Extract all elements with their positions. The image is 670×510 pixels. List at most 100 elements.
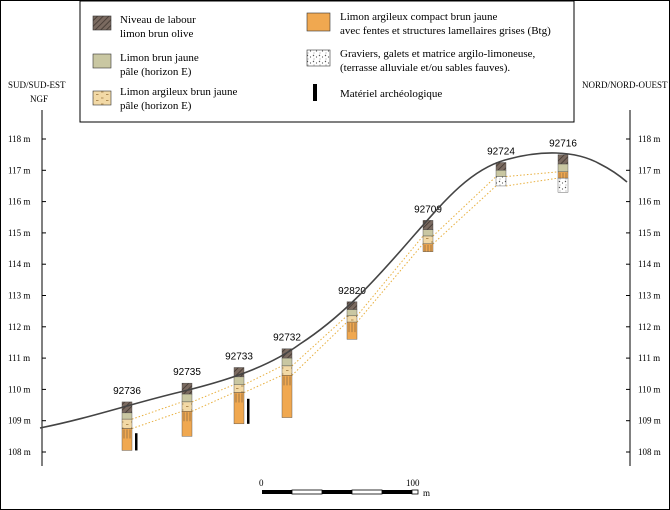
- borehole-layer-btg: [233, 392, 245, 425]
- right-axis-tick-label: 114 m: [638, 259, 660, 269]
- legend-limon-arg-e-line2: pâle (horizon E): [120, 100, 192, 112]
- borehole: 92716: [549, 139, 577, 193]
- borehole: 92724: [487, 146, 515, 187]
- right-axis-tick-label: 109 m: [638, 416, 661, 426]
- legend-labour-line2: limon brun olive: [120, 28, 193, 40]
- legend-graviers-line2: (terrasse alluviale et/ou sables fauves)…: [340, 62, 510, 74]
- scale-end: 100: [406, 478, 420, 488]
- borehole-layer-limon-arg-e: [121, 418, 133, 429]
- correlation-line: [131, 410, 183, 429]
- right-axis-tick-label: 117 m: [638, 165, 660, 175]
- borehole: 92820: [338, 286, 366, 340]
- left-axis-tick-label: 114 m: [8, 259, 30, 269]
- borehole-layer-limon-e: [422, 229, 434, 237]
- borehole-layer-limon-arg-e: [281, 365, 293, 376]
- correlation-line: [243, 374, 283, 393]
- orientation-left: SUD/SUD-EST: [8, 80, 66, 90]
- borehole-layer-limon-e: [233, 376, 245, 385]
- borehole: 92735: [173, 367, 201, 437]
- borehole-layer-limon-e: [181, 393, 193, 403]
- borehole-label: 92724: [487, 146, 515, 157]
- borehole-layer-limon-arg-e: [233, 384, 245, 393]
- legend-swatch-graviers: [306, 49, 331, 67]
- correlation-line: [432, 185, 497, 245]
- left-axis-tick-label: 112 m: [8, 322, 30, 332]
- legend-item-graviers: Graviers, galets et matrice argilo-limon…: [306, 48, 536, 74]
- borehole: 92709: [414, 204, 442, 252]
- legend-item-limon-arg-e: Limon argileux brun jaune pâle (horizon …: [92, 86, 238, 112]
- right-axis-tick-label: 115 m: [638, 228, 660, 238]
- borehole-label: 92736: [113, 386, 141, 397]
- legend-item-archeo: Matériel archéologique: [313, 84, 442, 101]
- borehole-layer-limon-e: [121, 412, 133, 420]
- left-axis-tick-label: 118 m: [8, 134, 30, 144]
- borehole-layer-labour: [422, 220, 434, 230]
- legend-graviers-line1: Graviers, galets et matrice argilo-limon…: [340, 48, 536, 60]
- correlation-line: [356, 243, 424, 323]
- borehole-layer-gravel: [557, 177, 569, 193]
- right-axis-tick-label: 112 m: [638, 322, 660, 332]
- orientation-datum: NGF: [30, 94, 48, 104]
- borehole-layer-btg: [121, 428, 133, 451]
- legend-item-labour: Niveau de labour limon brun olive: [92, 14, 196, 40]
- right-axis-tick-label: 118 m: [638, 134, 660, 144]
- borehole-label: 92732: [273, 333, 301, 344]
- borehole-layer-gravel: [495, 176, 507, 187]
- correlation-line: [505, 177, 559, 187]
- borehole: 92733: [225, 351, 253, 425]
- left-axis: 108 m 109 m 110 m 111 m 112 m 113 m 114 m 115 m…: [8, 134, 46, 457]
- legend: Niveau de labour limon brun olive Limon …: [79, 0, 575, 123]
- legend-limon-e-line1: Limon brun jaune: [120, 52, 199, 64]
- correlation-line: [356, 235, 424, 317]
- topographic-profile: [39, 152, 628, 429]
- borehole-layer-limon-e: [281, 357, 293, 367]
- left-axis-tick-label: 110 m: [8, 384, 30, 394]
- legend-swatch-btg: [306, 12, 331, 32]
- archeo-marker: [247, 398, 250, 424]
- legend-limon-arg-e-line1: Limon argileux brun jaune: [120, 86, 238, 98]
- left-axis-tick-label: 108 m: [8, 447, 31, 457]
- borehole-layer-limon-e: [557, 163, 569, 173]
- correlation-line: [432, 176, 497, 237]
- left-axis-tick-label: 117 m: [8, 165, 30, 175]
- borehole-label: 92735: [173, 367, 201, 378]
- left-axis-tick-label: 116 m: [8, 197, 30, 207]
- scale-start: 0: [259, 478, 264, 488]
- correlation-line: [243, 365, 283, 386]
- borehole-layer-labour: [557, 154, 569, 165]
- borehole-layer-limon-arg-e: [346, 315, 358, 323]
- right-axis-tick-label: 111 m: [638, 353, 660, 363]
- legend-limon-e-line2: pâle (horizon E): [120, 66, 192, 78]
- borehole-label: 92820: [338, 286, 366, 297]
- archeo-marker: [135, 433, 138, 451]
- correlation-line: [191, 392, 235, 412]
- orientation-right: NORD/NORD-OUEST: [582, 80, 668, 90]
- scale-unit: m: [423, 488, 430, 498]
- legend-swatch-limon-e: [92, 53, 112, 69]
- right-axis-tick-label: 113 m: [638, 291, 660, 301]
- borehole-layer-labour: [495, 162, 507, 171]
- borehole: 92736: [113, 386, 141, 451]
- right-axis: 108 m 109 m 110 m 111 m 112 m 113 m 114 m 115 m…: [626, 134, 661, 457]
- left-axis-tick-label: 115 m: [8, 228, 30, 238]
- legend-item-limon-e: Limon brun jaune pâle (horizon E): [92, 52, 199, 78]
- legend-btg-line1: Limon argileux compact brun jaune: [340, 11, 498, 23]
- left-axis-tick-label: 111 m: [8, 353, 30, 363]
- borehole-layer-limon-arg-e: [422, 235, 434, 245]
- borehole-layer-btg: [281, 375, 293, 418]
- borehole-layer-limon-arg-e: [181, 401, 193, 412]
- legend-swatch-archeo: [313, 84, 317, 101]
- legend-labour-line1: Niveau de labour: [120, 14, 196, 26]
- correlation-line: [131, 401, 183, 420]
- legend-item-btg: Limon argileux compact brun jaune avec f…: [306, 11, 551, 37]
- borehole-label: 92716: [549, 139, 577, 150]
- scale-bar: 0 100 m: [259, 478, 430, 498]
- left-axis-tick-label: 109 m: [8, 416, 31, 426]
- right-axis-tick-label: 110 m: [638, 384, 660, 394]
- borehole-layer-limon-e: [346, 309, 358, 317]
- boreholes: 92736 92735 92733 92732 92820 92709 92724 92716: [113, 139, 577, 451]
- correlation-line: [191, 384, 235, 403]
- borehole-label: 92733: [225, 351, 253, 362]
- borehole-label: 92709: [414, 204, 442, 215]
